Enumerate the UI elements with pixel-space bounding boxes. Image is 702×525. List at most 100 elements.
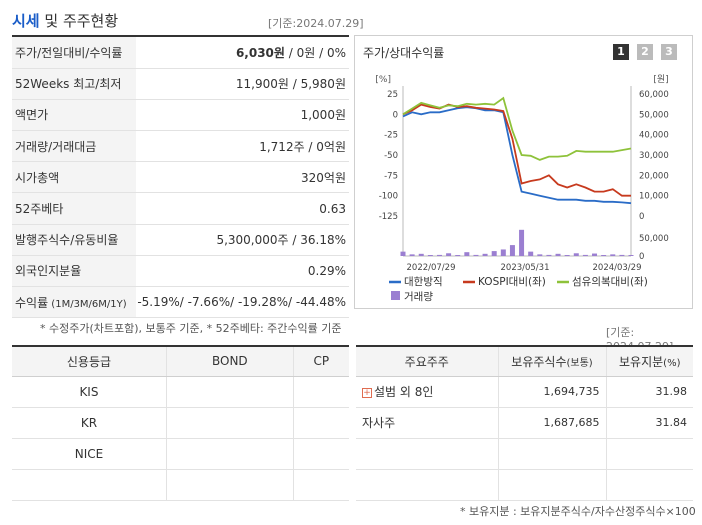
x-tick-label: 2024/03/29 bbox=[593, 263, 642, 273]
holder-name bbox=[356, 469, 498, 501]
volume-bar bbox=[482, 253, 488, 256]
chart-page-1-button[interactable]: 1 bbox=[613, 44, 629, 60]
y-left-tick-label: -50 bbox=[384, 151, 398, 161]
grade-bond bbox=[165, 407, 294, 439]
volume-tick-label: 50,000 bbox=[639, 234, 669, 244]
holder-ratio: 31.84 bbox=[605, 407, 693, 439]
holder-shares: 1,687,685 bbox=[497, 407, 606, 439]
grade-header-rating: 신용등급 bbox=[12, 345, 167, 377]
row-return: 수익률 (1M/3M/6M/1Y) -5.19%/ -7.66%/ -19.28… bbox=[12, 286, 349, 319]
holder-ratio bbox=[605, 469, 693, 501]
table-row: NICE bbox=[12, 438, 349, 470]
legend-label-stock: 대한방직 bbox=[404, 276, 443, 288]
volume-bar bbox=[491, 251, 497, 256]
value-52w: 11,900원 / 5,980원 bbox=[136, 68, 349, 100]
y-right-tick-label: 50,000 bbox=[639, 110, 669, 120]
holder-shares bbox=[497, 438, 606, 470]
holder-name[interactable]: + 설범 외 8인 bbox=[356, 376, 498, 408]
volume-bar bbox=[528, 251, 534, 256]
value-foreign: 0.29% bbox=[136, 255, 349, 288]
volume-bar bbox=[464, 252, 470, 256]
top-rule bbox=[12, 35, 349, 37]
grade-bond bbox=[165, 438, 294, 470]
y-right-tick-label: 60,000 bbox=[639, 90, 669, 100]
holder-ratio bbox=[605, 438, 693, 470]
y-left-tick-label: -100 bbox=[379, 192, 398, 202]
label-mcap: 시가총액 bbox=[12, 161, 136, 194]
left-unit-label: [%] bbox=[375, 75, 391, 85]
holders-header-shares: 보유주식수(보통) bbox=[497, 345, 606, 377]
series-line bbox=[402, 96, 632, 161]
holders-header-name: 주요주주 bbox=[356, 345, 498, 377]
y-left-tick-label: 25 bbox=[387, 90, 398, 100]
table-row bbox=[356, 469, 693, 501]
row-price: 주가/전일대비/수익률 6,030원 / 0원 / 0% bbox=[12, 37, 349, 69]
row-par: 액면가 1,000원 bbox=[12, 99, 349, 132]
y-left-tick-label: -75 bbox=[384, 171, 398, 181]
volume-bar bbox=[601, 255, 607, 256]
legend-label-volume: 거래량 bbox=[404, 291, 433, 303]
row-shares: 발행주식수/유동비율 5,300,000주 / 36.18% bbox=[12, 224, 349, 256]
y-left-tick-label: 0 bbox=[393, 110, 398, 120]
chart-title: 주가/상대수익률 bbox=[363, 46, 445, 60]
grade-header-cp: CP bbox=[292, 345, 349, 377]
label-beta: 52주베타 bbox=[12, 192, 136, 225]
grade-header-bond: BOND bbox=[165, 345, 294, 377]
volume-bar bbox=[427, 255, 433, 256]
volume-bar bbox=[446, 253, 452, 256]
volume-bar bbox=[537, 254, 543, 256]
grade-cp bbox=[292, 376, 349, 408]
volume-bar bbox=[473, 254, 479, 256]
legend-swatch-volume bbox=[391, 291, 400, 300]
volume-bar bbox=[546, 254, 552, 256]
grade-bond bbox=[165, 376, 294, 408]
chart-page-3-button[interactable]: 3 bbox=[661, 44, 677, 60]
grade-agency bbox=[12, 469, 167, 501]
holder-shares bbox=[497, 469, 606, 501]
value-volume: 1,712주 / 0억원 bbox=[136, 130, 349, 163]
volume-bar bbox=[573, 253, 579, 256]
shareholders-table: 주요주주 보유주식수(보통) 보유지분(%) + 설범 외 8인 1,694,73… bbox=[356, 345, 693, 501]
x-tick-label: 2022/07/29 bbox=[407, 263, 456, 273]
volume-bar bbox=[582, 254, 588, 256]
row-mcap: 시가총액 320억원 bbox=[12, 161, 349, 194]
y-right-tick-label: 40,000 bbox=[639, 131, 669, 141]
y-right-tick-label: 30,000 bbox=[639, 151, 669, 161]
chart-page-2-button[interactable]: 2 bbox=[637, 44, 653, 60]
right-unit-label: [원] bbox=[653, 74, 668, 85]
grade-cp bbox=[292, 438, 349, 470]
value-mcap: 320억원 bbox=[136, 161, 349, 194]
row-52w: 52Weeks 최고/최저 11,900원 / 5,980원 bbox=[12, 68, 349, 100]
grade-agency: NICE bbox=[12, 438, 167, 470]
volume-bar bbox=[418, 253, 424, 256]
table-row bbox=[356, 438, 693, 470]
grade-bond bbox=[165, 469, 294, 501]
table-row: KR bbox=[12, 407, 349, 439]
label-shares: 발행주식수/유동비율 bbox=[12, 224, 136, 256]
section-title: 시세 및 주주현황 bbox=[12, 12, 119, 30]
volume-bar bbox=[555, 253, 561, 256]
volume-bar bbox=[400, 251, 406, 256]
volume-bar bbox=[592, 253, 598, 256]
series-line bbox=[402, 106, 632, 205]
y-left-tick-label: -125 bbox=[379, 212, 398, 222]
expand-plus-icon[interactable]: + bbox=[362, 387, 372, 398]
value-price: 6,030원 / 0원 / 0% bbox=[136, 37, 349, 69]
table-row bbox=[12, 469, 349, 501]
volume-bar bbox=[455, 255, 461, 256]
volume-bar bbox=[500, 249, 506, 256]
series-line bbox=[402, 103, 631, 197]
row-volume: 거래량/거래대금 1,712주 / 0억원 bbox=[12, 130, 349, 163]
table-row: 자사주 1,687,685 31.84 bbox=[356, 407, 693, 439]
label-52w: 52Weeks 최고/최저 bbox=[12, 68, 136, 100]
value-return: -5.19%/ -7.66%/ -19.28%/ -44.48% bbox=[136, 286, 349, 319]
y-right-tick-label: 0 bbox=[639, 212, 644, 222]
legend-label-sector: 섬유의복대비(좌) bbox=[572, 276, 648, 288]
value-shares: 5,300,000주 / 36.18% bbox=[136, 224, 349, 256]
holder-shares: 1,694,735 bbox=[497, 376, 606, 408]
volume-bar bbox=[519, 229, 525, 256]
row-beta: 52주베타 0.63 bbox=[12, 192, 349, 225]
grade-cp bbox=[292, 469, 349, 501]
note-left: * 수정주가(차트포함), 보통주 기준, * 52주베타: 주간수익률 기준 bbox=[40, 322, 342, 335]
holder-ratio: 31.98 bbox=[605, 376, 693, 408]
